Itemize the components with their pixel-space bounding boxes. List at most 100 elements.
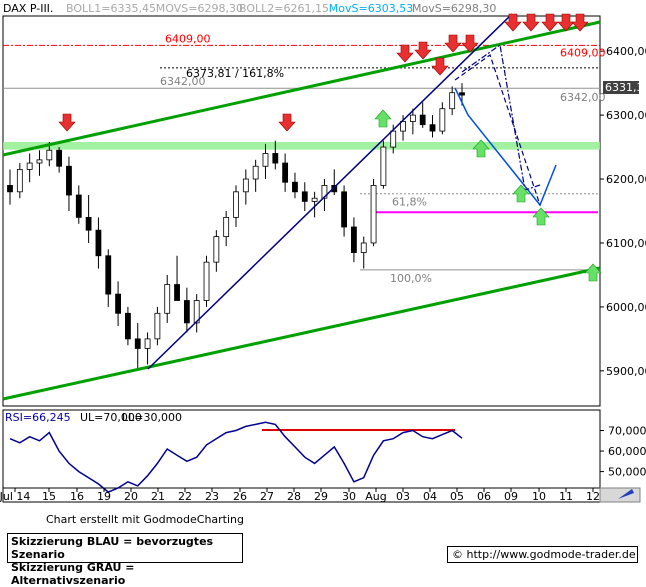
candle-body (272, 153, 279, 164)
down-arrow-icon (396, 44, 414, 63)
down-arrow-icon (522, 13, 540, 32)
candle-body (449, 92, 456, 110)
candle-body (75, 194, 82, 218)
price-tick-label: 6300,00 (606, 109, 646, 122)
rsi-line (9, 421, 463, 493)
candle-body (26, 162, 33, 170)
chart-credit: Chart erstellt mit GodmodeCharting (46, 513, 244, 526)
header-indicator: MovS=6303,53 (329, 2, 413, 15)
date-tick-label: 16 (70, 490, 84, 503)
date-tick-label: 21 (151, 490, 165, 503)
level-label: 6409,00 (165, 32, 211, 45)
candle-body (390, 130, 397, 148)
price-tick-label: 6000,00 (606, 301, 646, 314)
date-tick-label: 09 (504, 490, 518, 503)
date-tick-label: 23 (205, 490, 219, 503)
down-arrow-icon (504, 13, 522, 32)
header-indicator: BOLL1=6335,45 (66, 2, 156, 15)
blue-uptrend-line (147, 13, 513, 370)
candle-body (183, 300, 190, 324)
candle-body (292, 181, 298, 193)
header-indicator: BOLL2=6261,15 (239, 2, 329, 15)
candle-body (105, 255, 112, 295)
candle-body (321, 185, 328, 199)
down-arrow-icon (461, 34, 479, 53)
candle-body (154, 312, 161, 340)
date-tick-label: 03 (396, 490, 410, 503)
price-tick-label: 6400,00 (606, 45, 646, 58)
candle-body (429, 124, 436, 132)
level-label: 61,8% (392, 196, 427, 209)
scroll-arrow-icon[interactable] (618, 489, 634, 499)
candle-body (370, 185, 377, 244)
candle-body (174, 284, 180, 301)
rsi-ul-label: UL=70,000 (80, 411, 142, 424)
level-label: 100,0% (390, 272, 432, 285)
price-panel (2, 15, 601, 407)
level-label-right: 6409,00 (560, 46, 606, 59)
last-price-tag (603, 81, 639, 94)
up-arrow-icon (374, 109, 392, 128)
candle-body (400, 121, 406, 132)
gray-scenario-path-2 (461, 43, 541, 191)
candle-body (409, 114, 416, 122)
scenario-legend: Skizzierung BLAU = bevorzugtes Szenario … (7, 533, 243, 587)
rsi-tick-label: 60,000 (608, 445, 646, 458)
date-tick-label: 19 (97, 490, 111, 503)
copyright-link[interactable]: © http://www.godmode-trader.de (447, 546, 638, 563)
rsi-label: RSI=66,245 (5, 411, 71, 424)
date-tick-label: 15 (42, 490, 56, 503)
date-tick-label: 06 (477, 490, 491, 503)
down-arrow-icon (557, 13, 575, 32)
date-tick-label: 30 (342, 490, 356, 503)
candle-body (164, 284, 171, 314)
lower-channel-line (2, 266, 601, 401)
rsi-panel (2, 409, 601, 489)
candle-body (203, 261, 210, 301)
header-indicator: MOVS=6298,30 (156, 2, 243, 15)
candle-body (311, 197, 318, 202)
candle-body (439, 108, 446, 132)
date-tick-label: Aug (365, 490, 386, 503)
candle-body (66, 165, 72, 196)
level-label: 6342,00 (160, 75, 206, 88)
candle-body (193, 300, 200, 324)
legend-line-gray: Skizzierung GRAU = Alternativszenario (11, 561, 135, 587)
scroll-corner[interactable] (599, 487, 641, 503)
candle-body (380, 146, 387, 186)
candle-body (144, 338, 151, 349)
header-indicator: MovS=6298,30 (412, 2, 496, 15)
dax-chart: DAX P-III. BOLL1=6335,45 MOVS=6298,30BOLL… (0, 2, 646, 503)
candle-body (16, 169, 23, 193)
down-arrow-icon (541, 13, 559, 32)
candle-body (360, 242, 367, 253)
price-tick-label: 5900,00 (606, 365, 646, 378)
level-label: 6373,81 / 161,8% (186, 67, 284, 80)
price-tick-label: 6100,00 (606, 237, 646, 250)
up-arrow-icon (532, 207, 550, 226)
up-arrow-icon (512, 184, 530, 203)
candle-body (341, 191, 347, 228)
candle-body (125, 312, 131, 340)
date-tick-label: 22 (178, 490, 192, 503)
date-tick-label: 10 (532, 490, 546, 503)
candle-body (134, 338, 141, 349)
resistance-zone (3, 141, 600, 150)
down-arrow-icon (414, 41, 432, 60)
candle-body (301, 191, 308, 202)
level-label-right: 6342,00 (560, 91, 606, 104)
date-tick-label: 26 (233, 490, 247, 503)
candle-body (233, 191, 239, 218)
date-tick-label: 27 (260, 490, 274, 503)
candle-body (331, 185, 338, 193)
legend-line-blue: Skizzierung BLAU = bevorzugtes Szenario (11, 535, 214, 561)
candle-body (351, 226, 357, 253)
date-tick-label: Jul 14 (0, 490, 30, 503)
date-tick-label: 11 (559, 490, 573, 503)
down-arrow-icon (278, 113, 296, 132)
price-tick-label: 6200,00 (606, 173, 646, 186)
up-arrow-icon (472, 139, 490, 158)
last-price-label: 6331,33 (605, 81, 646, 94)
rsi-ll-label: LL=30,000 (122, 411, 182, 424)
